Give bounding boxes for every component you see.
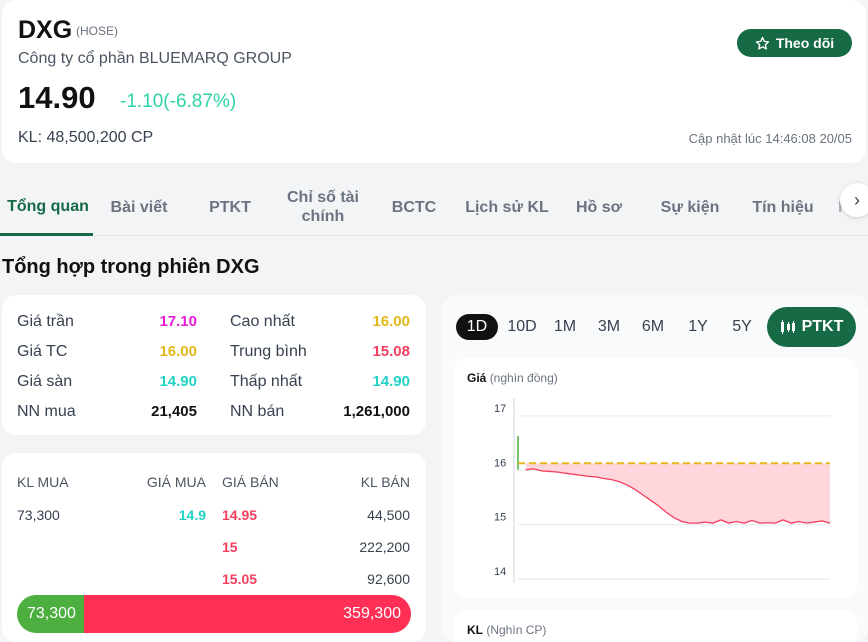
volume-axis-title: KL: [467, 623, 483, 637]
period-selector: 1D 10D 1M 3M 6M 1Y 5Y: [454, 308, 764, 346]
sell-volume-header: KL BÁN: [360, 474, 410, 490]
period-3m[interactable]: 3M: [597, 318, 621, 335]
sell-volume-cell: 92,600: [367, 571, 410, 587]
price-line-chart: 17 16 15 14: [494, 398, 831, 583]
price-chart-panel: Giá (nghìn đồng) 17 16 15 14: [454, 358, 857, 598]
chevron-right-icon[interactable]: ›: [840, 183, 868, 217]
sell-volume-cell: 44,500: [367, 507, 410, 523]
ceiling-price-value: 17.10: [159, 313, 197, 330]
sell-price-header: GIÁ BÁN: [222, 474, 279, 490]
tab-articles[interactable]: Bài viết: [110, 199, 168, 216]
star-icon: [755, 36, 769, 50]
stock-ticker: DXG: [18, 16, 73, 44]
tab-overview[interactable]: Tổng quan: [7, 198, 89, 215]
tab-bctc[interactable]: BCTC: [391, 199, 437, 216]
foreign-sell-label: NN bán: [230, 403, 285, 420]
low-price-label: Thấp nhất: [230, 373, 303, 390]
section-title: Tổng hợp trong phiên DXG: [2, 256, 260, 278]
update-time: Cập nhật lúc 14:46:08 20/05: [688, 131, 852, 146]
total-buy-volume: 73,300: [17, 595, 84, 633]
tab-signals[interactable]: Tín hiệu: [752, 199, 814, 216]
tab-profile[interactable]: Hồ sơ: [575, 199, 623, 216]
reference-price-value: 16.00: [159, 343, 197, 360]
buy-price-cell: 14.9: [178, 507, 206, 523]
tab-financial-ratios[interactable]: Chỉ số tài chính: [286, 189, 359, 225]
below-reference-area: [525, 463, 830, 524]
reference-price-label: Giá TC: [17, 343, 68, 360]
buy-price-header: GIÁ MUA: [146, 474, 206, 490]
current-price: 14.90: [18, 80, 96, 115]
buy-sell-ratio-bar: 73,300 359,300: [17, 595, 411, 633]
sell-price-cell: 15.05: [222, 571, 258, 587]
stock-exchange: (HOSE): [76, 24, 118, 38]
high-price-label: Cao nhất: [230, 313, 295, 330]
floor-price-value: 14.90: [159, 373, 197, 390]
foreign-buy-value: 21,405: [151, 403, 197, 420]
total-sell-volume: 359,300: [83, 595, 411, 633]
candlestick-icon: [780, 320, 795, 334]
period-1y[interactable]: 1Y: [688, 318, 708, 335]
y-tick-label: 14: [494, 566, 506, 578]
tab-ptkt[interactable]: PTKT: [209, 199, 251, 216]
price-line-down: [525, 468, 831, 524]
y-tick-label: 17: [494, 403, 506, 415]
volume-axis-unit: (Nghìn CP): [486, 623, 547, 637]
foreign-buy-label: NN mua: [17, 403, 76, 420]
volume-chart-title: KL (Nghìn CP): [467, 623, 546, 637]
floor-price-label: Giá sàn: [17, 373, 73, 390]
active-tab-indicator: [0, 233, 93, 236]
buy-volume-cell: 73,300: [17, 507, 60, 523]
low-price-value: 14.90: [372, 373, 410, 390]
y-tick-label: 15: [494, 512, 506, 524]
average-price-value: 15.08: [372, 343, 410, 360]
order-book-card: KL MUA GIÁ MUA GIÁ BÁN KL BÁN 73,300 14.…: [2, 453, 426, 642]
price-chart-title: Giá (nghìn đồng): [467, 371, 558, 385]
foreign-sell-value: 1,261,000: [343, 403, 410, 420]
period-10d[interactable]: 10D: [507, 318, 537, 335]
period-1m[interactable]: 1M: [553, 318, 577, 335]
sell-price-cell: 15: [222, 539, 238, 555]
y-tick-label: 16: [494, 457, 506, 469]
company-name: Công ty cổ phần BLUEMARQ GROUP: [18, 50, 292, 67]
period-6m[interactable]: 6M: [641, 318, 665, 335]
price-axis-title: Giá: [467, 371, 487, 385]
technical-analysis-button[interactable]: PTKT: [767, 307, 856, 347]
stock-header-card: DXG (HOSE) Công ty cổ phần BLUEMARQ GROU…: [2, 0, 866, 163]
period-1d[interactable]: 1D: [456, 314, 498, 340]
high-price-value: 16.00: [372, 313, 410, 330]
technical-analysis-label: PTKT: [801, 318, 844, 335]
buy-volume-header: KL MUA: [17, 474, 69, 490]
tab-volume-history[interactable]: Lịch sử KL: [465, 199, 549, 216]
sell-volume-cell: 222,200: [359, 539, 410, 555]
volume-chart-panel: KL (Nghìn CP): [454, 610, 857, 642]
follow-button[interactable]: Theo dõi: [737, 29, 852, 57]
period-5y[interactable]: 5Y: [732, 318, 752, 335]
follow-button-label: Theo dõi: [775, 35, 835, 51]
session-summary-card: Giá trần 17.10 Cao nhất 16.00 Giá TC 16.…: [2, 295, 426, 435]
price-change: -1.10(-6.87%): [120, 91, 237, 112]
tab-bar: Tổng quan Bài viết PTKT Chỉ số tài chính…: [0, 180, 868, 236]
average-price-label: Trung bình: [230, 343, 307, 360]
price-chart-card: 1D 10D 1M 3M 6M 1Y 5Y PTKT Giá (nghìn đồ…: [442, 295, 868, 642]
sell-price-cell: 14.95: [222, 507, 258, 523]
ceiling-price-label: Giá trần: [17, 313, 74, 330]
price-axis-unit: (nghìn đồng): [489, 371, 558, 385]
tab-events[interactable]: Sự kiện: [660, 199, 720, 216]
trading-volume: KL: 48,500,200 CP: [18, 129, 154, 146]
